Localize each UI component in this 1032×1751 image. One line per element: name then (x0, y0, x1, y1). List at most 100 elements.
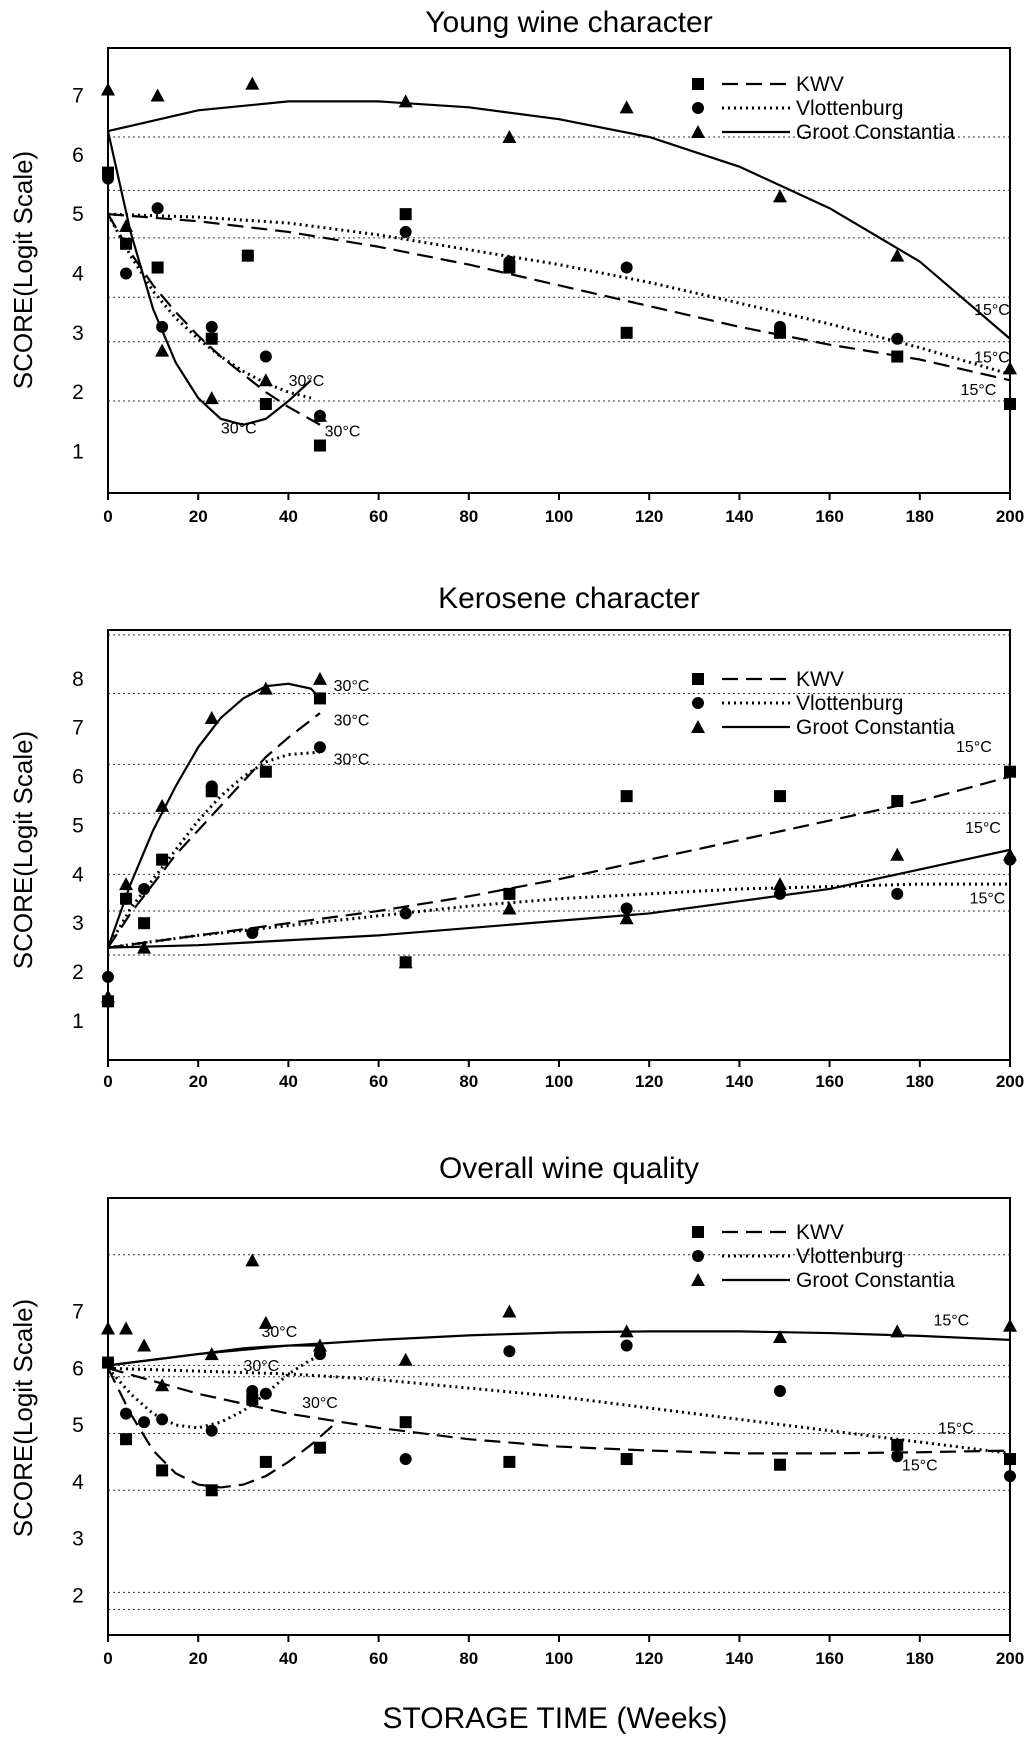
data-point-groot-constantia (890, 847, 905, 861)
data-point-vlottenburg (773, 887, 786, 900)
data-point-groot-constantia (101, 82, 115, 96)
x-tick-label: 180 (906, 507, 934, 526)
data-point-vlottenburg (399, 225, 412, 238)
data-point-groot-constantia (204, 391, 219, 405)
fit-line-kwv-30c (108, 213, 321, 426)
data-point-groot-constantia (772, 877, 787, 891)
temperature-label: 30°C (302, 1395, 338, 1412)
y-tick-label: 1 (72, 1010, 84, 1033)
data-point-groot-constantia (119, 877, 134, 891)
fit-line-groot-constantia-30c (108, 682, 321, 948)
chart-title: Young wine character (425, 6, 712, 39)
x-tick-label: 80 (459, 1649, 478, 1668)
y-tick-label: 1 (72, 440, 84, 463)
data-point-vlottenburg (205, 780, 218, 793)
data-point-groot-constantia (890, 248, 905, 262)
data-point-groot-constantia (619, 911, 634, 925)
data-point-groot-constantia (312, 671, 327, 685)
data-point-vlottenburg (156, 853, 169, 866)
data-point-kwv (399, 208, 412, 221)
data-point-vlottenburg (138, 882, 151, 895)
data-point-kwv (205, 1484, 218, 1497)
y-tick-label: 5 (72, 814, 84, 837)
data-point-kwv (151, 261, 164, 274)
fit-line-kwv-15c (108, 1367, 1010, 1455)
y-tick-label: 5 (72, 1414, 84, 1437)
data-point-vlottenburg (399, 1453, 412, 1466)
data-point-vlottenburg (120, 892, 133, 905)
temperature-label: 15°C (933, 1313, 969, 1330)
data-point-vlottenburg (120, 267, 133, 280)
data-point-groot-constantia (119, 1321, 134, 1335)
y-tick-label: 7 (72, 717, 84, 740)
x-tick-label: 160 (815, 1649, 843, 1668)
y-tick-label: 5 (72, 203, 84, 226)
x-tick-label: 20 (189, 1649, 208, 1668)
x-tick-label: 100 (545, 1649, 573, 1668)
data-point-vlottenburg (102, 970, 114, 983)
chart-panel-3: Overall wine quality SCORE(Logit Scale) 0 2… (8, 1152, 1024, 1668)
data-point-kwv (259, 1455, 272, 1468)
x-tick-label: 120 (635, 1072, 663, 1091)
x-tick-label: 120 (635, 1649, 663, 1668)
data-point-kwv (891, 1438, 904, 1451)
data-point-groot-constantia (619, 100, 634, 114)
data-point-groot-constantia (619, 1324, 634, 1338)
data-point-vlottenburg (620, 1339, 633, 1352)
x-tick-label: 120 (635, 507, 663, 526)
x-tick-label: 40 (279, 507, 298, 526)
temperature-label: 15°C (902, 1457, 938, 1474)
fit-line-vlottenburg-15c (108, 1366, 1010, 1455)
data-point-kwv (1004, 1453, 1016, 1466)
data-point-groot-constantia (150, 88, 165, 102)
y-tick-label: 3 (72, 1528, 84, 1551)
data-point-groot-constantia (502, 130, 517, 143)
y-tick-label: 6 (72, 766, 84, 789)
data-point-groot-constantia (258, 681, 273, 695)
data-point-kwv (259, 765, 272, 778)
temperature-label: 30°C (289, 373, 325, 390)
fit-line-groot-constantia-15c (108, 100, 1010, 340)
data-point-groot-constantia (502, 1304, 517, 1318)
legend-label: Groot Constantia (796, 1269, 955, 1292)
data-point-vlottenburg (138, 1416, 151, 1429)
data-point-kwv (259, 398, 272, 410)
data-point-vlottenburg (102, 172, 114, 185)
x-tick-label: 60 (369, 507, 388, 526)
temperature-label: 15°C (938, 1421, 974, 1438)
temperature-label: 30°C (334, 678, 370, 695)
x-tick-label: 160 (815, 1072, 843, 1091)
data-point-groot-constantia (204, 710, 219, 724)
temperature-label: 15°C (974, 349, 1010, 366)
data-point-groot-constantia (245, 1253, 260, 1267)
data-point-groot-constantia (101, 989, 115, 1003)
y-tick-label: 2 (72, 1584, 84, 1607)
data-point-kwv (120, 237, 133, 250)
data-point-kwv (156, 1464, 169, 1477)
data-point-groot-constantia (398, 1352, 413, 1366)
data-point-groot-constantia (119, 219, 134, 232)
x-tick-label: 80 (459, 1072, 478, 1091)
data-point-groot-constantia (772, 1330, 787, 1344)
data-point-vlottenburg (773, 320, 786, 333)
data-point-groot-constantia (398, 94, 413, 108)
x-tick-label: 140 (725, 1072, 753, 1091)
legend-marker-groot-constantia (691, 720, 705, 733)
data-point-groot-constantia (258, 1315, 273, 1329)
data-point-groot-constantia (1003, 361, 1017, 375)
x-tick-label: 0 (103, 507, 112, 526)
temperature-label: 30°C (221, 421, 257, 438)
data-point-groot-constantia (137, 1338, 152, 1352)
temperature-label: 15°C (965, 820, 1001, 837)
x-tick-label: 40 (279, 1649, 298, 1668)
x-tick-label: 40 (279, 1072, 298, 1091)
data-point-kwv (891, 795, 904, 808)
legend-marker-vlottenburg (692, 102, 704, 114)
data-point-groot-constantia (137, 940, 152, 954)
data-point-vlottenburg (891, 887, 904, 900)
y-tick-label: 3 (72, 912, 84, 935)
y-tick-label: 2 (72, 961, 84, 984)
chart-title: Overall wine quality (439, 1152, 699, 1185)
data-point-groot-constantia (155, 343, 170, 357)
